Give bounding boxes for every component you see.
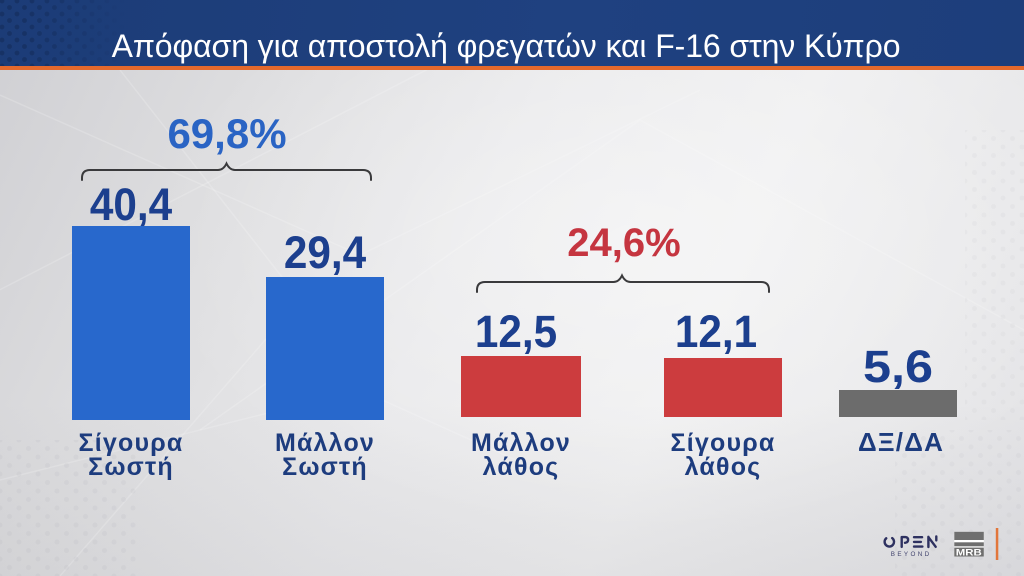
svg-text:BEYOND: BEYOND [891,551,932,558]
svg-text:MRB: MRB [956,547,982,558]
